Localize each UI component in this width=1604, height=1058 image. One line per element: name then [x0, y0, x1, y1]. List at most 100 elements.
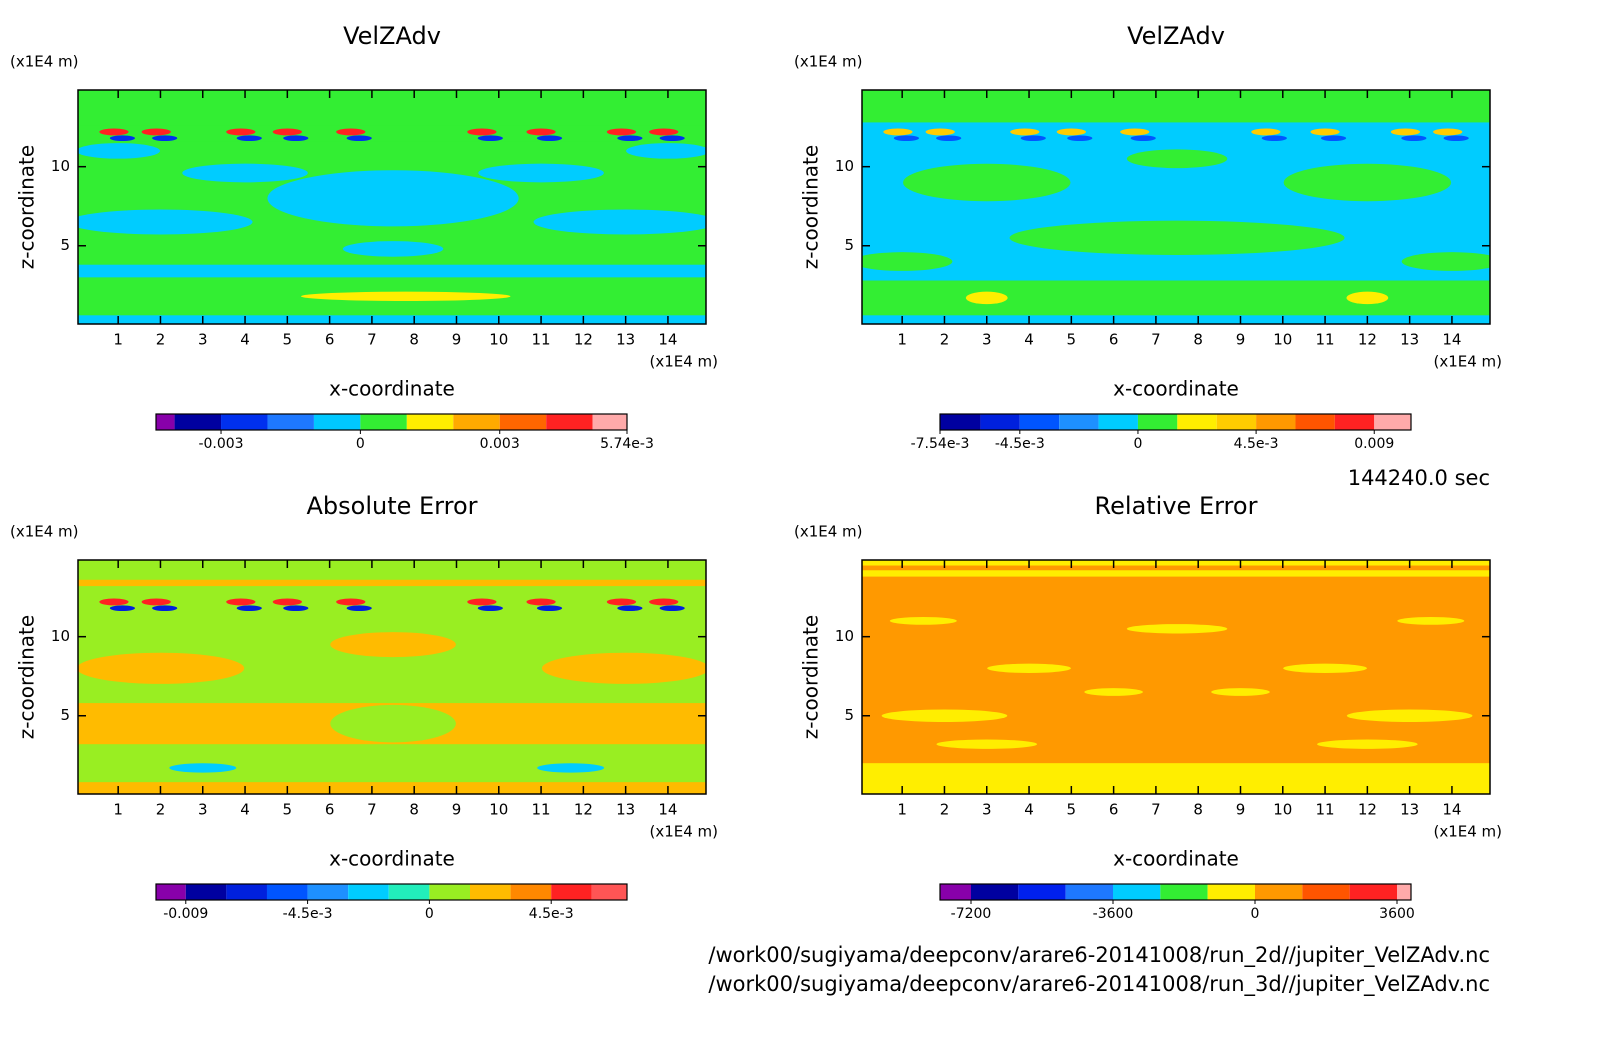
x-tick-label: 5 — [283, 331, 293, 349]
y-tick-label: 5 — [60, 706, 70, 724]
field-region — [477, 605, 503, 612]
colorbar-segment — [1160, 884, 1208, 900]
x-axis-label: x-coordinate — [1113, 847, 1239, 871]
colorbar-segment — [406, 414, 454, 430]
colorbar-segment — [551, 884, 592, 900]
field-region — [78, 143, 161, 159]
field-band — [862, 570, 1490, 577]
colorbar-segment — [267, 414, 314, 430]
field-region — [272, 598, 302, 606]
x-tick-label: 4 — [240, 331, 250, 349]
field-region — [477, 135, 503, 142]
contour-field — [78, 560, 706, 794]
plot-frame — [861, 89, 1491, 325]
x-tick-label: 9 — [1236, 801, 1246, 819]
field-band — [862, 560, 1490, 566]
field-region — [467, 128, 497, 136]
field-region — [987, 663, 1071, 673]
field-region — [336, 128, 366, 136]
field-base — [862, 560, 1490, 794]
x-tick-label: 9 — [452, 331, 462, 349]
y-unit: (x1E4 m) — [10, 523, 79, 541]
time-label: 144240.0 sec — [1348, 466, 1490, 490]
colorbar-segment — [1113, 884, 1161, 900]
x-tick-label: 9 — [1236, 331, 1246, 349]
x-tick-label: 1 — [897, 801, 907, 819]
field-region — [99, 598, 129, 606]
field-region — [936, 135, 962, 142]
y-unit: (x1E4 m) — [794, 53, 863, 71]
field-region — [1346, 291, 1389, 305]
x-tick-label: 10 — [489, 801, 508, 819]
x-axis-label: x-coordinate — [329, 847, 455, 871]
x-tick-label: 13 — [616, 801, 635, 819]
field-region — [1126, 149, 1228, 169]
file-path: /work00/sugiyama/deepconv/arare6-2014100… — [708, 943, 1490, 968]
field-band — [862, 90, 1490, 123]
x-tick-label: 3 — [198, 331, 208, 349]
colorbar-tick-label: 4.5e-3 — [1234, 436, 1279, 452]
panel: Absolute Error (x1E4 m) (x1E4 m) x-coordina… — [10, 492, 718, 922]
colorbar-segment — [1207, 884, 1255, 900]
colorbar-segment — [1302, 884, 1350, 900]
field-region — [1317, 739, 1418, 749]
x-tick-label: 2 — [940, 801, 950, 819]
y-tick-label: 5 — [60, 236, 70, 254]
field-region — [99, 128, 129, 136]
field-region — [342, 241, 444, 257]
field-region — [862, 252, 953, 271]
field-region — [536, 135, 563, 142]
field-region — [1010, 128, 1040, 136]
field-region — [965, 291, 1008, 305]
field-region — [467, 598, 497, 606]
colorbar-segment — [1018, 884, 1066, 900]
x-tick-label: 5 — [283, 801, 293, 819]
field-region — [1397, 616, 1465, 625]
y-tick-label: 10 — [835, 157, 854, 175]
field-region — [301, 291, 511, 302]
colorbar-segment — [1059, 414, 1099, 430]
x-tick-label: 1 — [113, 801, 123, 819]
colorbar-segment — [429, 884, 470, 900]
colorbar-segment — [313, 414, 361, 430]
field-region — [1401, 135, 1427, 142]
colorbar-tick-label: -7.54e-3 — [911, 436, 970, 452]
x-tick-label: 12 — [574, 801, 593, 819]
x-tick-label: 3 — [198, 801, 208, 819]
field-region — [533, 209, 706, 235]
colorbar-segment — [1349, 884, 1397, 900]
field-region — [1009, 220, 1345, 255]
x-unit: (x1E4 m) — [1433, 823, 1502, 841]
field-region — [109, 605, 135, 612]
plot-frame — [77, 559, 707, 795]
field-band — [78, 315, 706, 324]
field-region — [1020, 135, 1046, 142]
field-region — [903, 163, 1071, 202]
colorbar-frame — [939, 413, 1412, 431]
field-region — [881, 709, 1008, 722]
field-band — [78, 579, 706, 587]
field-region — [1310, 128, 1340, 136]
x-tick-label: 14 — [658, 331, 677, 349]
colorbar-tick-label: -3600 — [1093, 906, 1134, 922]
x-unit: (x1E4 m) — [649, 823, 718, 841]
x-tick-label: 5 — [1067, 331, 1077, 349]
field-region — [330, 704, 456, 743]
colorbar-segment — [156, 884, 186, 900]
colorbar-tick-label: 3600 — [1379, 906, 1415, 922]
plot-frame — [861, 559, 1491, 795]
contour-field — [78, 90, 706, 324]
field-region — [541, 652, 706, 684]
field-region — [1130, 135, 1156, 142]
y-tick-label: 5 — [844, 706, 854, 724]
field-region — [1346, 709, 1473, 722]
field-region — [141, 128, 171, 136]
colorbar-tick-label: 0 — [425, 906, 434, 922]
y-axis-label: z-coordinate — [799, 145, 823, 269]
x-tick-label: 9 — [452, 801, 462, 819]
x-tick-label: 11 — [1316, 801, 1335, 819]
field-region — [889, 616, 957, 625]
x-tick-label: 14 — [658, 801, 677, 819]
